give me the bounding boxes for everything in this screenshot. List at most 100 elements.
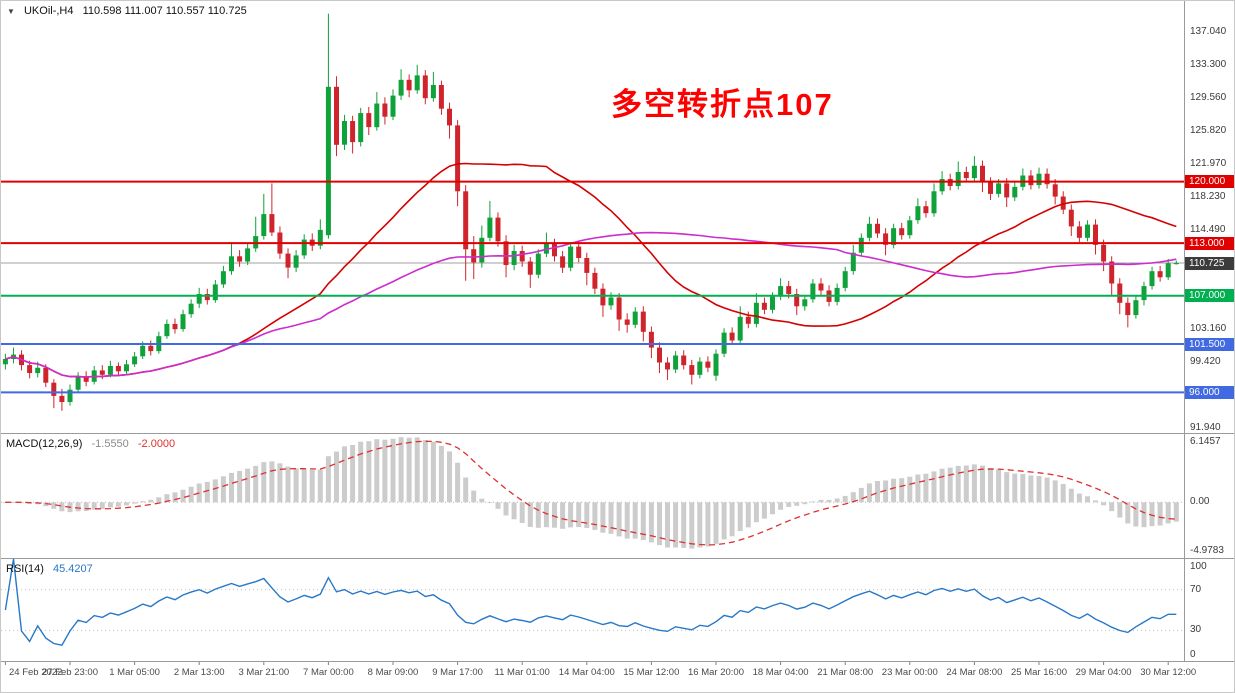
- candle-down: [285, 253, 291, 268]
- macd-bar: [471, 490, 477, 503]
- macd-bar: [713, 502, 719, 544]
- candle-up: [293, 255, 299, 268]
- macd-bar: [148, 499, 154, 503]
- candle-up: [713, 353, 719, 376]
- rsi-header: RSI(14) 45.4207: [6, 563, 99, 575]
- macd-bar: [503, 502, 509, 516]
- macd-bar: [99, 502, 105, 509]
- ohlc-values: 110.598 111.007 110.557 110.725: [82, 5, 247, 17]
- candle-up: [842, 271, 848, 288]
- candle-down: [883, 233, 889, 245]
- macd-bar: [996, 469, 1002, 503]
- macd-bar: [115, 502, 121, 507]
- candle-down: [1044, 173, 1050, 185]
- candle-up: [75, 376, 81, 390]
- candle-down: [600, 288, 606, 306]
- time-axis-label: 24 Feb 2022: [9, 667, 63, 678]
- macd-bar: [681, 502, 687, 548]
- price-level-label-107.000[interactable]: 107.000: [1185, 289, 1234, 303]
- macd-bar: [204, 481, 210, 503]
- moving-average-line-28: [5, 162, 1177, 378]
- candle-down: [83, 376, 89, 382]
- macd-bar: [826, 499, 832, 503]
- candle-down: [51, 382, 57, 396]
- candle-down: [584, 258, 590, 273]
- macd-bar: [802, 502, 808, 505]
- macd-bar: [883, 480, 889, 503]
- candle-up: [1149, 271, 1155, 287]
- symbol-dropdown-icon[interactable]: ▼: [7, 7, 15, 16]
- candle-down: [786, 286, 792, 294]
- time-axis-label: 18 Mar 04:00: [752, 667, 809, 678]
- candle-up: [971, 165, 977, 179]
- candle-down: [681, 355, 687, 366]
- macd-bar: [511, 502, 517, 520]
- candle-up: [261, 214, 267, 237]
- macd-bar: [1149, 502, 1155, 527]
- candle-up: [511, 251, 517, 265]
- candle-down: [923, 206, 929, 214]
- candle-up: [858, 237, 864, 253]
- macd-bar: [866, 483, 872, 503]
- macd-bar: [923, 473, 929, 503]
- candle-down: [560, 256, 566, 268]
- price-axis-label: 137.040: [1190, 26, 1227, 37]
- price-level-label-96.000[interactable]: 96.000: [1185, 385, 1234, 399]
- macd-bar: [931, 471, 937, 503]
- candle-up: [939, 179, 945, 192]
- macd-bar: [1157, 502, 1163, 526]
- price-level-label-101.500[interactable]: 101.500: [1185, 337, 1234, 351]
- candle-down: [1004, 183, 1010, 198]
- candle-up: [697, 361, 703, 375]
- price-axis-label: 114.490: [1190, 224, 1226, 235]
- candle-down: [43, 367, 49, 383]
- candle-up: [1085, 224, 1090, 238]
- candle-down: [1052, 184, 1058, 197]
- candle-down: [495, 217, 501, 242]
- macd-bar: [140, 501, 146, 503]
- candle-down: [471, 249, 477, 263]
- macd-bar: [600, 502, 606, 533]
- macd-bar: [237, 471, 243, 503]
- candle-down: [616, 297, 622, 320]
- candle-up: [1165, 263, 1171, 278]
- macd-bar: [91, 502, 97, 510]
- macd-bar: [608, 502, 614, 534]
- macd-bar: [51, 502, 57, 509]
- macd-bar: [1085, 496, 1090, 503]
- price-level-label-120.000[interactable]: 120.000: [1185, 175, 1234, 189]
- price-level-label-113.000[interactable]: 113.000: [1185, 236, 1234, 250]
- candle-up: [67, 389, 73, 402]
- macd-bar: [648, 502, 654, 543]
- candle-down: [27, 365, 33, 373]
- macd-bar: [907, 476, 913, 503]
- macd-bar: [455, 462, 461, 503]
- candle-down: [899, 228, 905, 236]
- macd-bar: [543, 502, 549, 528]
- macd-bar: [770, 502, 775, 515]
- macd-value: -1.5550: [91, 438, 129, 450]
- macd-bar: [947, 467, 953, 503]
- macd-bar: [858, 487, 864, 503]
- candle-down: [592, 272, 598, 289]
- candle-up: [390, 95, 396, 117]
- candle-down: [963, 172, 969, 179]
- macd-bar: [980, 465, 985, 503]
- candle-up: [802, 299, 808, 307]
- macd-bar: [212, 479, 218, 503]
- macd-bar: [277, 463, 283, 503]
- macd-bar: [1076, 493, 1082, 503]
- candle-down: [519, 251, 525, 262]
- candle-down: [463, 191, 469, 250]
- candle-up: [358, 113, 364, 143]
- candles-layer: [2, 13, 1179, 411]
- candle-up: [673, 355, 679, 370]
- candle-up: [229, 256, 234, 272]
- macd-bar: [535, 502, 541, 528]
- candle-up: [737, 316, 743, 341]
- macd-bar: [188, 486, 194, 503]
- macd-bar: [1165, 502, 1171, 524]
- candle-up: [778, 286, 784, 297]
- candle-up: [317, 229, 323, 246]
